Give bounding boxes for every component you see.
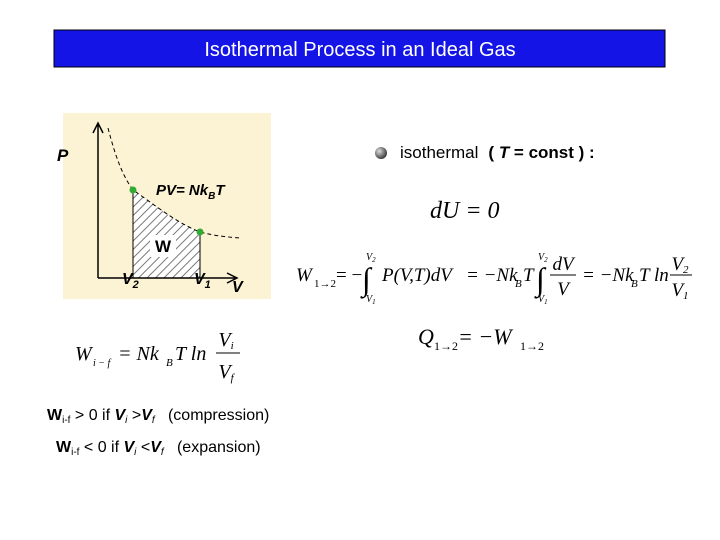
axes	[92, 121, 239, 284]
s: 2	[372, 256, 376, 264]
t: = const ) :	[509, 143, 594, 162]
v: V	[122, 271, 134, 288]
p: <	[136, 439, 150, 456]
limit: V1	[366, 294, 376, 306]
num: V2	[671, 254, 689, 276]
limit: V2	[538, 252, 548, 264]
s: i	[231, 340, 234, 352]
num: dV	[552, 254, 576, 275]
title-bar	[53, 29, 666, 68]
q: Q	[418, 324, 434, 349]
v: V	[671, 254, 685, 275]
v: V	[538, 294, 546, 305]
t: T	[499, 143, 511, 162]
v: V	[671, 280, 685, 301]
title: Isothermal Process in an Ideal Gas	[204, 39, 515, 61]
sub: 1→2	[520, 339, 544, 353]
v: V	[366, 252, 374, 263]
state-point	[129, 186, 137, 194]
integral: ∫	[360, 261, 373, 299]
v: V	[218, 329, 233, 351]
integral: ∫	[534, 261, 547, 299]
sub: B	[166, 357, 173, 369]
den: V	[557, 279, 571, 300]
w: W	[296, 265, 314, 286]
eq-sub: B	[208, 191, 215, 202]
p: V	[141, 407, 153, 424]
p: V	[123, 439, 135, 456]
sub: 1→2	[434, 339, 458, 353]
integrand: P(V,T)dV	[381, 265, 454, 286]
den: Vf	[218, 361, 235, 384]
sub: B	[631, 278, 638, 290]
sub: 1→2	[314, 278, 336, 290]
p: V	[150, 439, 162, 456]
state-point	[196, 228, 204, 236]
work-label-box	[150, 235, 176, 257]
op: = −Nk	[466, 265, 518, 286]
p: f	[152, 415, 156, 426]
t: T	[523, 265, 535, 286]
du-equation: dU = 0	[430, 198, 500, 224]
op: = −W	[458, 324, 513, 349]
p: i-f	[71, 447, 80, 458]
p: i	[125, 415, 128, 426]
num: Vi	[218, 329, 233, 352]
v: V	[194, 271, 206, 288]
v: V	[538, 252, 546, 263]
v1-label: V1	[194, 271, 211, 291]
v2-label: V2	[122, 271, 139, 291]
t: T ln	[175, 343, 206, 365]
p: W	[47, 407, 63, 424]
p: i-f	[62, 415, 71, 426]
bullet	[375, 147, 387, 159]
work-label: W	[155, 237, 172, 256]
p: i	[134, 447, 137, 458]
op: = Nk	[118, 343, 160, 365]
s: 1	[683, 290, 689, 302]
sub: 1	[205, 279, 211, 291]
s: 2	[544, 256, 548, 264]
sub: B	[515, 278, 522, 290]
sub: 2	[132, 279, 139, 291]
limit: V2	[366, 252, 376, 264]
work-area	[133, 190, 200, 278]
t: (	[488, 143, 498, 162]
p: f	[161, 447, 165, 458]
s: 2	[683, 264, 689, 276]
p: V	[114, 407, 126, 424]
work-equation: W 1→2 = − ∫ V2 V1 P(V,T)dV = −Nk B T ∫ V…	[296, 252, 692, 306]
p: (expansion)	[164, 439, 261, 456]
w: W	[75, 343, 94, 365]
t: isothermal	[400, 143, 478, 162]
sub: i − f	[93, 358, 112, 369]
op: = −Nk	[582, 265, 634, 286]
eq-part: T	[215, 182, 226, 199]
p-label: P	[57, 146, 69, 165]
note: Wi-f < 0 if Vi <Vf (expansion)	[56, 439, 261, 458]
p: > 0 if	[70, 407, 114, 424]
p: (compression)	[155, 407, 270, 424]
den: V1	[671, 280, 688, 302]
p: >	[127, 407, 141, 424]
eq-part: PV= Nk	[156, 182, 209, 199]
p: W	[56, 439, 72, 456]
op: = −	[336, 265, 362, 286]
limit: V1	[538, 294, 548, 306]
bullet-text: isothermal ( T = const ) :	[400, 143, 595, 162]
v: V	[218, 361, 233, 383]
note: Wi-f > 0 if Vi >Vf (compression)	[47, 407, 269, 426]
v-label: V	[232, 279, 244, 296]
t: T ln	[639, 265, 669, 286]
s: f	[231, 372, 236, 384]
p: < 0 if	[79, 439, 123, 456]
s: 1	[372, 298, 376, 306]
v: V	[366, 294, 374, 305]
s: 1	[544, 298, 548, 306]
wif-equation: W i − f = Nk B T ln Vi Vf	[75, 329, 240, 384]
heat-equation: Q 1→2 = −W 1→2	[418, 324, 544, 353]
isotherm	[107, 127, 241, 239]
state-equation: PV= NkBT	[156, 182, 226, 202]
